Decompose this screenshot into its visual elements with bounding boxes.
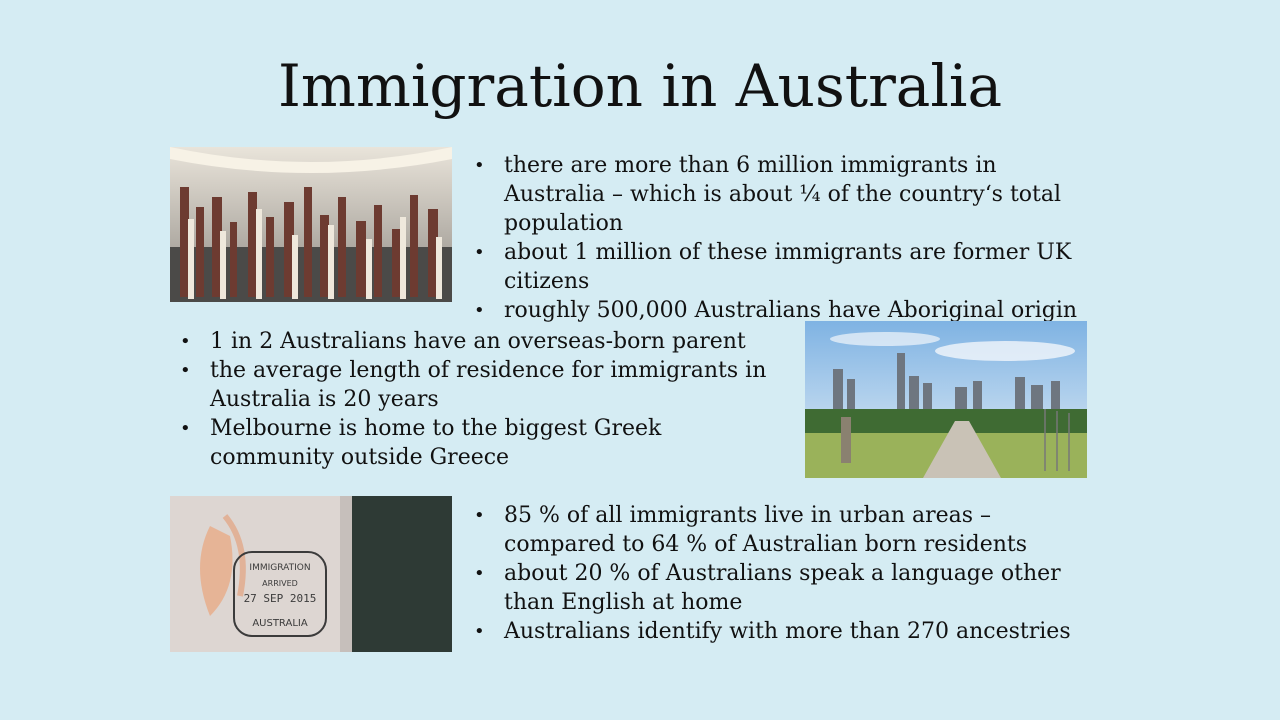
bullet-list-2: 1 in 2 Australians have an overseas-born… (178, 327, 788, 472)
bullet-item: there are more than 6 million immigrants… (472, 151, 1092, 238)
bullet-list-3: 85 % of all immigrants live in urban are… (472, 501, 1092, 646)
aboriginal-memorial-photo (170, 147, 452, 302)
bullet-item: Melbourne is home to the biggest Greek c… (178, 414, 788, 472)
bullet-item: 85 % of all immigrants live in urban are… (472, 501, 1092, 559)
stamp-status-text: ARRIVED (262, 579, 298, 588)
bullet-item: Australians identify with more than 270 … (472, 617, 1092, 646)
stamp-date-text: 27 SEP 2015 (244, 592, 317, 605)
slide-title: Immigration in Australia (277, 52, 1003, 120)
bullet-item: 1 in 2 Australians have an overseas-born… (178, 327, 788, 356)
bullet-item: the average length of residence for immi… (178, 356, 788, 414)
bullet-list-1: there are more than 6 million immigrants… (472, 151, 1092, 325)
bullet-item: about 20 % of Australians speak a langua… (472, 559, 1092, 617)
stamp-top-text: IMMIGRATION (249, 563, 310, 573)
stamp-bottom-text: AUSTRALIA (252, 618, 308, 629)
passport-stamp-photo: IMMIGRATION ARRIVED 27 SEP 2015 AUSTRALI… (170, 496, 452, 652)
bullet-item: roughly 500,000 Australians have Aborigi… (472, 296, 1092, 325)
bullet-item: about 1 million of these immigrants are … (472, 238, 1092, 296)
melbourne-skyline-photo (805, 321, 1087, 478)
